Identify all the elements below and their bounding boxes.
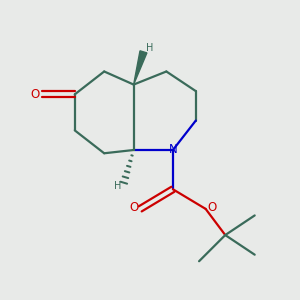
Text: N: N (169, 143, 177, 157)
Text: H: H (114, 181, 121, 191)
Text: O: O (129, 201, 138, 214)
Text: H: H (146, 43, 153, 53)
Text: O: O (208, 201, 217, 214)
Text: O: O (30, 88, 40, 101)
Polygon shape (134, 51, 147, 85)
